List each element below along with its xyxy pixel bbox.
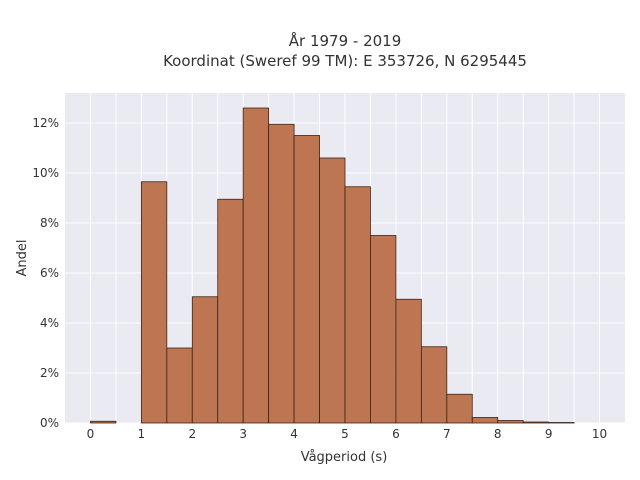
x-tick-label: 7	[443, 427, 451, 441]
histogram-bar	[191, 296, 219, 424]
y-tick-label: 8%	[40, 216, 59, 230]
histogram-bar	[293, 135, 320, 424]
y-tick-label: 4%	[40, 316, 59, 330]
x-tick-label: 3	[239, 427, 247, 441]
histogram-bar	[420, 346, 448, 424]
histogram-bar	[268, 123, 295, 424]
histogram-bar	[370, 235, 397, 424]
chart-subtitle: Koordinat (Sweref 99 TM): E 353726, N 62…	[163, 52, 527, 70]
x-axis-label: Vågperiod (s)	[301, 450, 388, 465]
histogram-bar	[344, 186, 371, 424]
histogram-bar	[395, 298, 422, 424]
x-tick-label: 10	[592, 427, 607, 441]
histogram-bar	[471, 417, 499, 424]
x-tick-labels: 0 1 2 3 4 5 6 7 8 9 10	[87, 427, 608, 441]
histogram-bar	[497, 420, 524, 424]
histogram-bar	[217, 198, 244, 424]
y-axis-label: Andel	[15, 240, 30, 277]
y-tick-label: 0%	[40, 416, 59, 430]
y-tick-label: 6%	[40, 266, 59, 280]
x-tick-label: 9	[545, 427, 553, 441]
x-tick-label: 2	[188, 427, 196, 441]
histogram-bar	[166, 347, 193, 424]
y-tick-label: 12%	[32, 116, 59, 130]
histogram-bar	[242, 107, 270, 424]
histogram-bar	[90, 420, 117, 424]
histogram-bars	[90, 107, 575, 424]
x-tick-label: 6	[392, 427, 400, 441]
x-tick-label: 1	[138, 427, 146, 441]
histogram-bar	[548, 422, 575, 424]
histogram-bar	[319, 157, 346, 424]
histogram-bar	[522, 421, 550, 424]
y-tick-label: 10%	[32, 166, 59, 180]
histogram-bar	[140, 181, 168, 424]
y-tick-label: 2%	[40, 366, 59, 380]
x-tick-label: 0	[87, 427, 95, 441]
y-tick-labels: 0% 2% 4% 6% 8% 10% 12%	[32, 116, 59, 430]
chart-title: År 1979 - 2019	[289, 31, 402, 50]
x-tick-label: 4	[290, 427, 298, 441]
histogram-bar	[446, 393, 473, 424]
x-tick-label: 5	[341, 427, 349, 441]
x-tick-label: 8	[494, 427, 502, 441]
